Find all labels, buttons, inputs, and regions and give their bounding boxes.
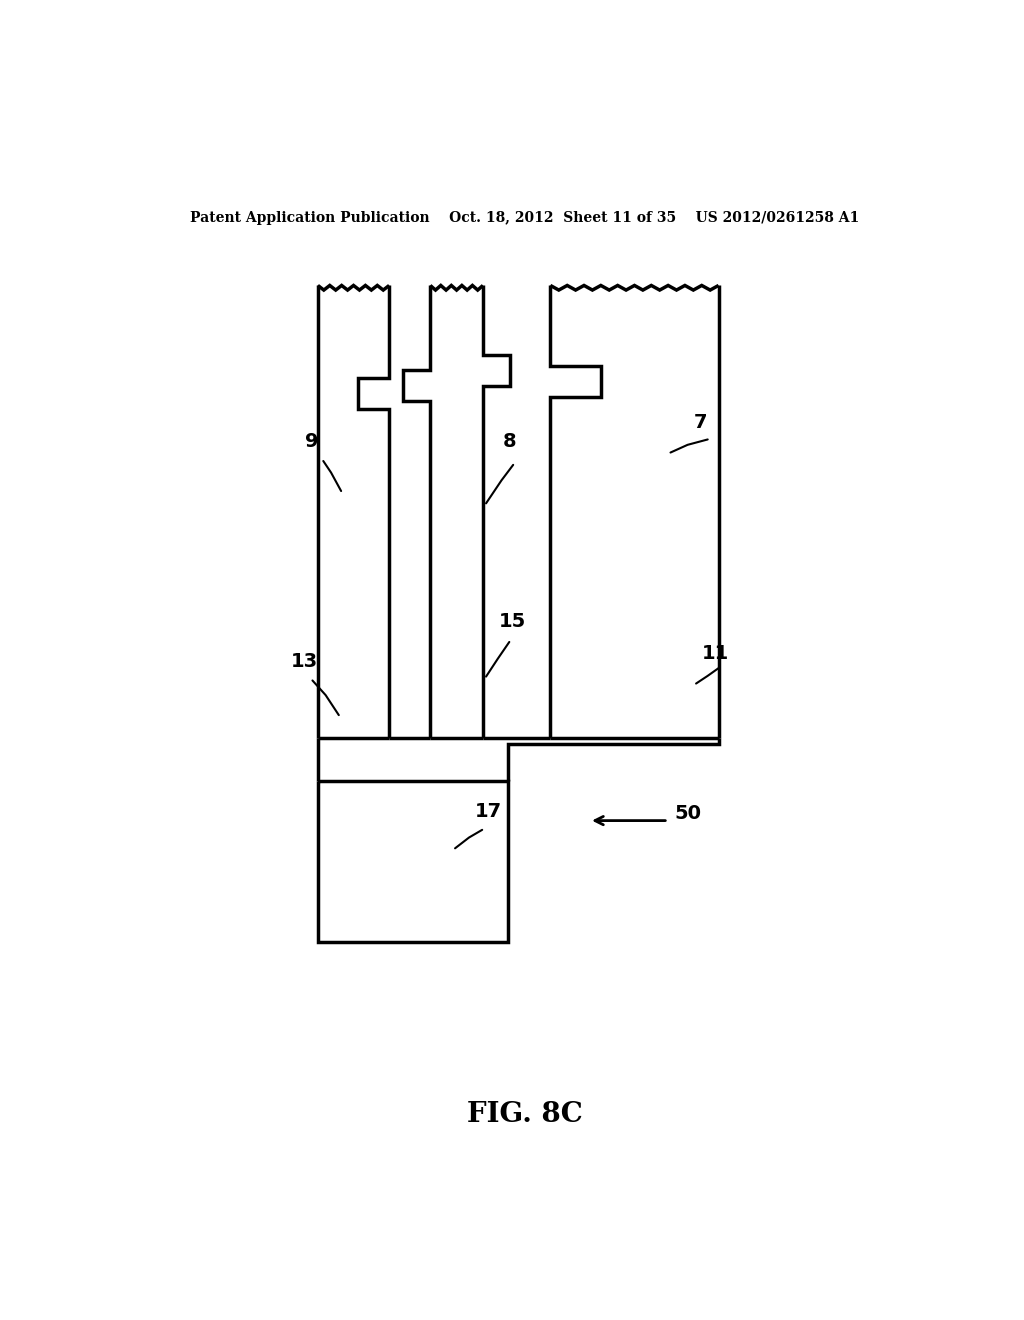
Text: 13: 13 [291, 652, 317, 671]
Text: 11: 11 [701, 644, 729, 663]
Text: 8: 8 [503, 432, 516, 451]
Text: 9: 9 [305, 432, 318, 451]
Text: 50: 50 [675, 804, 701, 824]
Text: FIG. 8C: FIG. 8C [467, 1101, 583, 1129]
Text: 15: 15 [499, 611, 525, 631]
Text: 7: 7 [693, 413, 708, 432]
Text: Patent Application Publication    Oct. 18, 2012  Sheet 11 of 35    US 2012/02612: Patent Application Publication Oct. 18, … [190, 211, 859, 226]
Text: 17: 17 [475, 801, 503, 821]
